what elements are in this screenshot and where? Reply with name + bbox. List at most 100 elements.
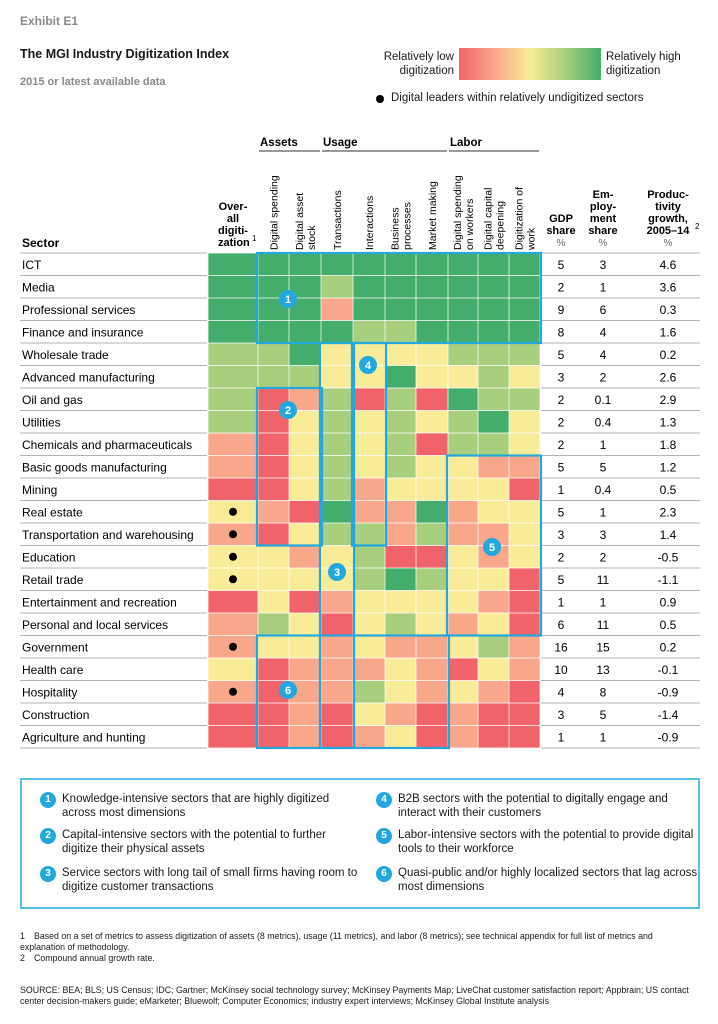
heatmap-cell (385, 568, 416, 591)
cluster-note-text: B2B sectors with the potential to digita… (398, 793, 668, 819)
heatmap-cell (478, 703, 509, 726)
heatmap-cell (478, 725, 509, 748)
gdp-share-value: 2 (558, 416, 565, 430)
cluster-badge-number: 5 (489, 542, 495, 554)
heatmap-cell (478, 680, 509, 703)
heatmap-cell (258, 320, 289, 343)
employment-header-line: share (588, 225, 617, 237)
heatmap-cell (448, 523, 478, 546)
gdp-share-value: 5 (558, 348, 565, 362)
heatmap-cell (353, 523, 385, 546)
leader-dot (229, 530, 237, 539)
productivity-header-unit: % (664, 238, 673, 249)
heatmap-cell (353, 703, 385, 726)
heatmap-cell (321, 455, 353, 478)
heatmap-cell (258, 455, 289, 478)
footnote-2: 2 Compound annual growth rate. (20, 953, 700, 964)
sector-label: Chemicals and pharmaceuticals (22, 438, 192, 452)
leader-dot (229, 575, 237, 584)
heatmap-cell (208, 703, 258, 726)
heatmap-cell (509, 455, 540, 478)
heatmap-cell (478, 298, 509, 321)
cluster-badge-number: 2 (285, 405, 291, 417)
employment-share-value: 1 (600, 731, 607, 745)
cluster-note-3: 3 Service sectors with long tail of small… (40, 866, 362, 894)
group-header: Assets (260, 137, 298, 149)
productivity-growth-value: -0.9 (658, 686, 679, 700)
sector-column-header: Sector (22, 236, 60, 250)
productivity-growth-value: 1.3 (660, 416, 677, 430)
heatmap-cell (448, 635, 478, 658)
sector-label: Personal and local services (22, 618, 168, 632)
heatmap-cell (385, 320, 416, 343)
employment-share-value: 5 (600, 461, 607, 475)
employment-share-value: 4 (600, 326, 607, 340)
heatmap-cell (448, 388, 478, 411)
heatmap-cell (353, 320, 385, 343)
heatmap-cell (448, 253, 478, 276)
group-header: Labor (450, 137, 482, 149)
sector-label: Retail trade (22, 573, 84, 587)
heatmap-cell (208, 478, 258, 501)
cluster-note-badge: 4 (376, 792, 392, 808)
leader-dot (229, 642, 237, 651)
gdp-share-value: 10 (554, 663, 568, 677)
sector-label: Wholesale trade (22, 348, 109, 362)
productivity-growth-value: 4.6 (660, 258, 677, 272)
heatmap-cell (448, 320, 478, 343)
employment-share-value: 1 (600, 506, 607, 520)
heatmap-cell (416, 680, 448, 703)
cluster-outline (255, 386, 324, 547)
heatmap-cell (321, 388, 353, 411)
heatmap-cell (478, 590, 509, 613)
heatmap-cell (385, 433, 416, 456)
productivity-header-line: Produc- (647, 189, 689, 201)
heatmap-cell (509, 500, 540, 523)
employment-share-value: 2 (600, 551, 607, 565)
productivity-growth-value: 0.5 (660, 618, 677, 632)
sector-label: Hospitality (22, 686, 77, 700)
heatmap-cell (385, 545, 416, 568)
heatmap-cell (321, 253, 353, 276)
gdp-share-value: 2 (558, 393, 565, 407)
heatmap-cell (321, 298, 353, 321)
heatmap-cell (448, 500, 478, 523)
heatmap-cell (289, 500, 321, 523)
cluster-badge (483, 538, 501, 556)
heatmap-cell (353, 658, 385, 681)
heatmap-cell (478, 455, 509, 478)
leader-dot-icon (376, 95, 384, 103)
heatmap-cell (321, 703, 353, 726)
gdp-share-value: 2 (558, 551, 565, 565)
heatmap-cell (258, 725, 289, 748)
cluster-badge-number: 4 (365, 360, 372, 372)
heatmap-cell (208, 725, 258, 748)
productivity-growth-value: -0.9 (658, 731, 679, 745)
productivity-growth-value: 3.6 (660, 281, 677, 295)
heatmap-cell (289, 658, 321, 681)
employment-share-value: 11 (597, 573, 610, 587)
cluster-note-1: 1 Knowledge-intensive sectors that are hi… (40, 792, 362, 820)
heatmap-cell (385, 253, 416, 276)
heatmap-cell (416, 365, 448, 388)
heatmap-cell (353, 478, 385, 501)
heatmap-cell (416, 298, 448, 321)
heatmap-cell (289, 410, 321, 433)
heatmap-cell (208, 253, 258, 276)
gdp-share-value: 5 (558, 506, 565, 520)
legend-high-label: Relatively high digitization (606, 51, 681, 77)
heatmap-cell (289, 590, 321, 613)
cluster-outline (255, 634, 451, 750)
heatmap-cell (385, 343, 416, 366)
heatmap-cell (509, 703, 540, 726)
cluster-note-badge: 5 (376, 828, 392, 844)
heatmap-cell (416, 253, 448, 276)
heatmap-cell (385, 478, 416, 501)
heatmap-cell (208, 365, 258, 388)
heatmap-cell (416, 703, 448, 726)
heatmap-cell (321, 275, 353, 298)
cluster-notes-box: 1 Knowledge-intensive sectors that are hi… (20, 778, 700, 909)
heatmap-cell (258, 433, 289, 456)
heatmap-cell (289, 320, 321, 343)
heatmap-cell (509, 410, 540, 433)
